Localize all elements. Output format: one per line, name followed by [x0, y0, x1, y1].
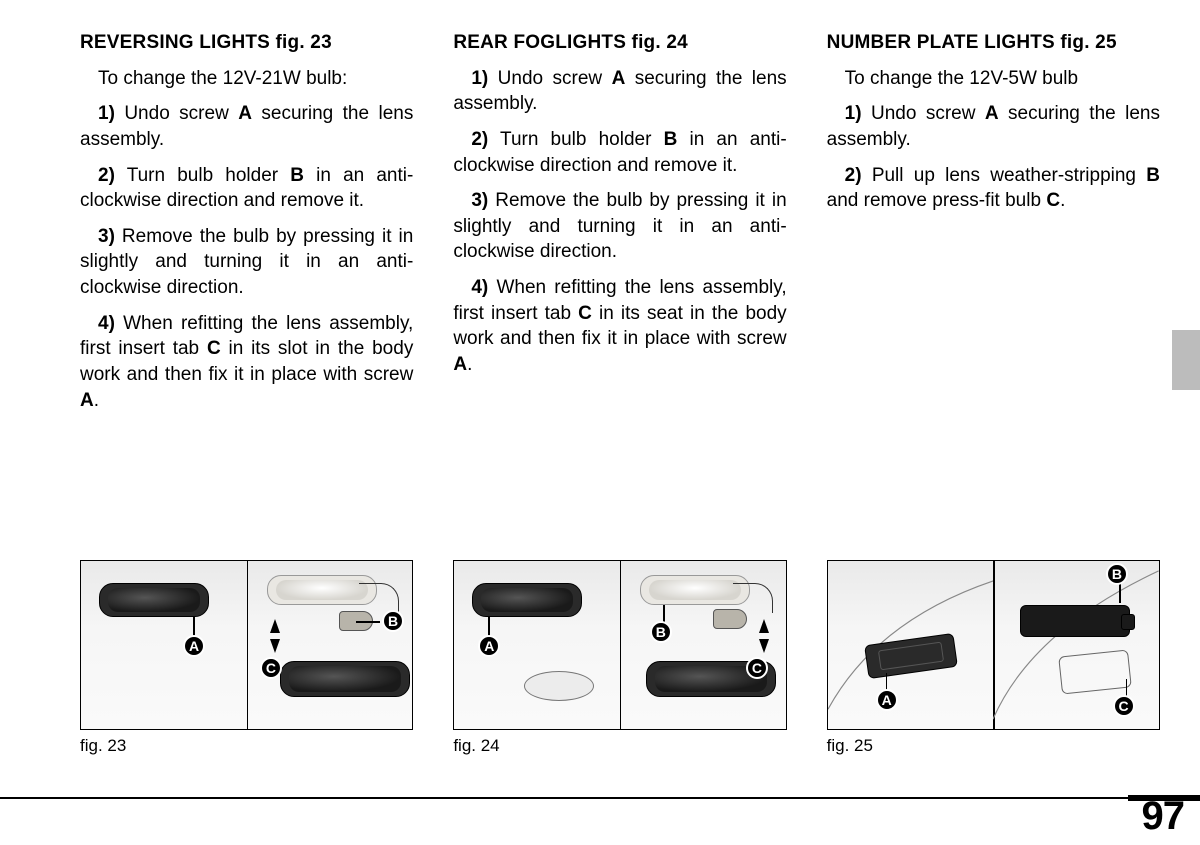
text-columns: REVERSING LIGHTS fig. 23 To change the 1…	[80, 30, 1160, 423]
paragraph: 4) When refitting the lens assembly, fir…	[453, 275, 786, 378]
paragraph: 3) Remove the bulb by pressing it in sli…	[453, 188, 786, 265]
figure-24-image: A B C	[453, 560, 786, 730]
column-rear-foglights: REAR FOGLIGHTS fig. 24 1) Undo screw A s…	[453, 30, 786, 423]
callout-c: C	[746, 657, 768, 679]
figure-25: P5S00703m A B	[827, 560, 1160, 756]
paragraph: 2) Pull up lens weather-stripping B and …	[827, 163, 1160, 214]
paragraph: 4) When refitting the lens assembly, fir…	[80, 311, 413, 414]
callout-b: B	[1106, 563, 1128, 585]
paragraph: 2) Turn bulb holder B in an anti-clockwi…	[80, 163, 413, 214]
paragraphs-2: To change the 12V-5W bulb 1) Undo screw A…	[827, 66, 1160, 214]
manual-page: REVERSING LIGHTS fig. 23 To change the 1…	[0, 0, 1200, 845]
callout-a: A	[183, 635, 205, 657]
callout-a: A	[478, 635, 500, 657]
paragraph: 3) Remove the bulb by pressing it in sli…	[80, 224, 413, 301]
figure-row: P5S00701m A B C fig. 23 P5	[80, 560, 1160, 756]
figure-25-caption: fig. 25	[827, 736, 1160, 756]
figure-24: P5S00702m A B C fig. 24	[453, 560, 786, 756]
figure-23-image: A B C	[80, 560, 413, 730]
callout-b: B	[382, 610, 404, 632]
heading-reversing-lights: REVERSING LIGHTS fig. 23	[80, 30, 413, 56]
section-tab	[1172, 330, 1200, 390]
figure-23-caption: fig. 23	[80, 736, 413, 756]
column-reversing-lights: REVERSING LIGHTS fig. 23 To change the 1…	[80, 30, 413, 423]
figure-25-image: A B C	[827, 560, 1160, 730]
figure-23: P5S00701m A B C fig. 23	[80, 560, 413, 756]
figure-24-caption: fig. 24	[453, 736, 786, 756]
paragraph: To change the 12V-21W bulb:	[80, 66, 413, 92]
footer-rule	[0, 797, 1200, 799]
callout-a: A	[876, 689, 898, 711]
callout-b: B	[650, 621, 672, 643]
heading-number-plate-lights: NUMBER PLATE LIGHTS fig. 25	[827, 30, 1160, 56]
callout-c: C	[260, 657, 282, 679]
paragraph: 2) Turn bulb holder B in an anti-clockwi…	[453, 127, 786, 178]
paragraph: 1) Undo screw A securing the lens assemb…	[827, 101, 1160, 152]
heading-rear-foglights: REAR FOGLIGHTS fig. 24	[453, 30, 786, 56]
paragraph: 1) Undo screw A securing the lens assemb…	[453, 66, 786, 117]
column-number-plate-lights: NUMBER PLATE LIGHTS fig. 25 To change th…	[827, 30, 1160, 423]
paragraph: To change the 12V-5W bulb	[827, 66, 1160, 92]
paragraphs-0: To change the 12V-21W bulb: 1) Undo screw…	[80, 66, 413, 414]
callout-c: C	[1113, 695, 1135, 717]
paragraphs-1: 1) Undo screw A securing the lens assemb…	[453, 66, 786, 378]
page-number: 97	[1142, 794, 1185, 839]
paragraph: 1) Undo screw A securing the lens assemb…	[80, 101, 413, 152]
